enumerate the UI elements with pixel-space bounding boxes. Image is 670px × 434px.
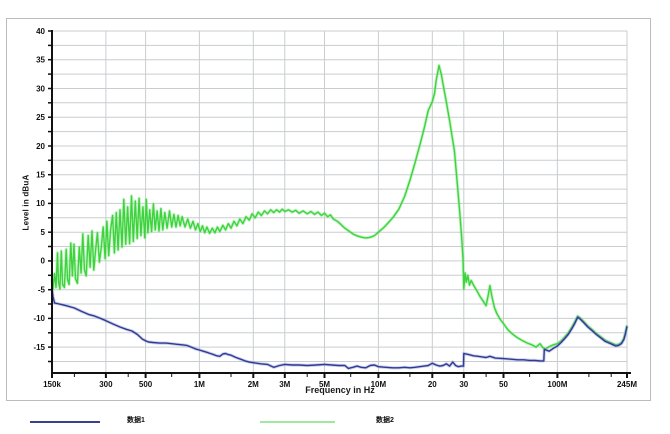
x-axis-title: Frequency in Hz xyxy=(305,385,375,395)
series-line-0 xyxy=(51,64,628,350)
y-tick-label: -15 xyxy=(33,343,45,352)
y-tick-label: 5 xyxy=(41,228,46,237)
legend-label-series2: 数据2 xyxy=(376,417,394,424)
x-tick-label: 30 xyxy=(459,380,468,389)
y-tick-label: 0 xyxy=(41,257,46,266)
y-tick-label: 40 xyxy=(36,27,45,36)
x-tick-label: 300 xyxy=(99,380,113,389)
x-tick-label: 2M xyxy=(248,380,259,389)
y-tick-label: 35 xyxy=(36,56,45,65)
x-tick-label: 245M xyxy=(617,380,637,389)
y-tick-label: -10 xyxy=(33,314,45,323)
legend-swatch-series1 xyxy=(30,421,100,423)
chart-frame xyxy=(6,18,651,401)
legend-swatch-series2 xyxy=(260,421,335,423)
y-tick-label: 25 xyxy=(36,113,45,122)
series-line-1 xyxy=(51,288,628,370)
y-tick-label: 20 xyxy=(36,142,45,151)
x-tick-label: 10M xyxy=(371,380,387,389)
y-axis-title: Level in dBuA xyxy=(21,174,31,231)
y-tick-label: 10 xyxy=(36,199,45,208)
x-tick-label: 3M xyxy=(279,380,290,389)
y-tick-label: -5 xyxy=(38,286,46,295)
y-tick-label: 30 xyxy=(36,84,45,93)
legend-label-series1: 数据1 xyxy=(127,417,145,424)
series-halo-1 xyxy=(50,288,629,370)
x-tick-label: 150k xyxy=(43,380,61,389)
x-tick-label: 100M xyxy=(547,380,567,389)
chart-legend: 数据1 数据2 xyxy=(0,412,670,432)
x-tick-label: 50 xyxy=(499,380,508,389)
y-tick-label: 15 xyxy=(36,171,45,180)
x-tick-label: 20 xyxy=(428,380,437,389)
x-tick-label: 500 xyxy=(139,380,153,389)
x-tick-label: 1M xyxy=(194,380,205,389)
x-tick-label: 5M xyxy=(319,380,330,389)
